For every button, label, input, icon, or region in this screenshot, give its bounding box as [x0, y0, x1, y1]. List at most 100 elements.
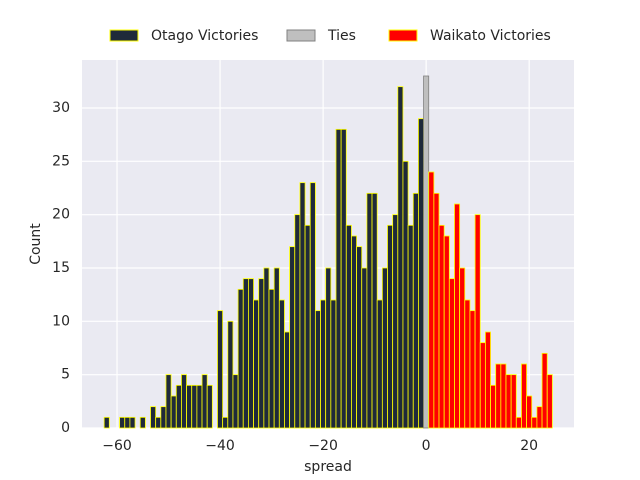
bar — [392, 214, 399, 429]
bar — [361, 267, 368, 429]
bar — [217, 310, 224, 429]
x-tick-label: 0 — [422, 438, 431, 454]
bar — [242, 278, 249, 429]
bar — [387, 224, 394, 429]
x-tick-label: −60 — [102, 438, 132, 454]
bar — [335, 128, 342, 429]
bar — [170, 395, 177, 429]
bar — [531, 416, 538, 429]
bar — [155, 416, 162, 429]
bar — [351, 235, 357, 429]
bar — [278, 299, 285, 429]
bar — [376, 299, 383, 429]
bar — [428, 171, 435, 429]
bar — [206, 384, 213, 429]
bar — [356, 246, 363, 429]
bar — [186, 384, 193, 429]
y-tick-label: 15 — [52, 260, 70, 276]
bar — [196, 384, 203, 429]
bar — [418, 118, 424, 429]
legend-swatch — [388, 29, 418, 42]
bar — [433, 192, 440, 429]
y-axis-label: Count — [28, 223, 44, 265]
bar — [366, 192, 373, 429]
x-tick-label: −40 — [205, 438, 235, 454]
bar — [258, 278, 265, 429]
legend-label: Waikato Victories — [430, 28, 551, 44]
bar — [299, 182, 306, 429]
bar — [103, 416, 110, 429]
bar — [510, 374, 517, 429]
bar — [248, 278, 254, 429]
bar — [541, 352, 548, 429]
bar — [459, 267, 466, 429]
bar — [160, 406, 167, 429]
bar — [268, 288, 275, 429]
bar — [479, 342, 486, 429]
bar — [500, 363, 507, 429]
bar — [309, 182, 316, 429]
bar — [407, 224, 414, 429]
bar — [232, 374, 239, 429]
bar — [191, 384, 198, 429]
bar — [304, 224, 311, 429]
x-axis-label: spread — [304, 459, 352, 475]
bar — [423, 75, 430, 429]
y-tick-label: 0 — [61, 420, 70, 436]
legend-swatch — [109, 29, 139, 42]
bar — [340, 128, 347, 429]
y-tick-label: 25 — [52, 153, 70, 169]
bar — [381, 267, 388, 429]
bar — [284, 331, 291, 429]
x-tick-label: 20 — [520, 438, 538, 454]
bar — [165, 374, 172, 429]
bar — [454, 203, 461, 429]
bar — [448, 278, 455, 429]
bar — [505, 374, 512, 429]
bar — [521, 363, 528, 429]
bar — [495, 363, 502, 429]
bar — [484, 331, 491, 429]
x-tick-label: −20 — [308, 438, 338, 454]
bar — [371, 192, 378, 429]
bar — [345, 224, 352, 429]
bar — [330, 299, 337, 429]
bar — [474, 214, 481, 429]
bar — [314, 310, 321, 429]
bar — [129, 416, 136, 429]
bar — [119, 416, 126, 429]
bar — [515, 416, 522, 429]
bar — [412, 192, 419, 429]
y-tick-label: 30 — [52, 100, 70, 116]
bar — [443, 235, 450, 429]
bar — [469, 310, 476, 429]
bar — [222, 416, 229, 429]
bar — [181, 374, 187, 429]
bar — [397, 86, 404, 429]
bar — [289, 246, 296, 429]
bar — [201, 374, 208, 429]
bar — [150, 406, 157, 429]
bar — [139, 416, 146, 429]
bar — [175, 384, 182, 429]
legend-label: Otago Victories — [151, 28, 258, 44]
y-tick-label: 20 — [52, 207, 70, 223]
bar — [253, 299, 260, 429]
bar — [526, 395, 533, 429]
bar — [273, 267, 280, 429]
bar — [320, 299, 327, 429]
legend-label: Ties — [327, 28, 356, 44]
y-tick-label: 5 — [61, 367, 70, 383]
bar — [227, 320, 234, 429]
bar — [402, 160, 409, 429]
bar — [124, 416, 131, 429]
bar — [263, 267, 270, 429]
bar — [438, 224, 445, 429]
bar — [464, 299, 471, 429]
bar — [294, 214, 301, 429]
legend-swatch — [286, 29, 316, 42]
bar — [237, 288, 244, 429]
bar — [546, 374, 553, 429]
bar — [536, 406, 543, 429]
